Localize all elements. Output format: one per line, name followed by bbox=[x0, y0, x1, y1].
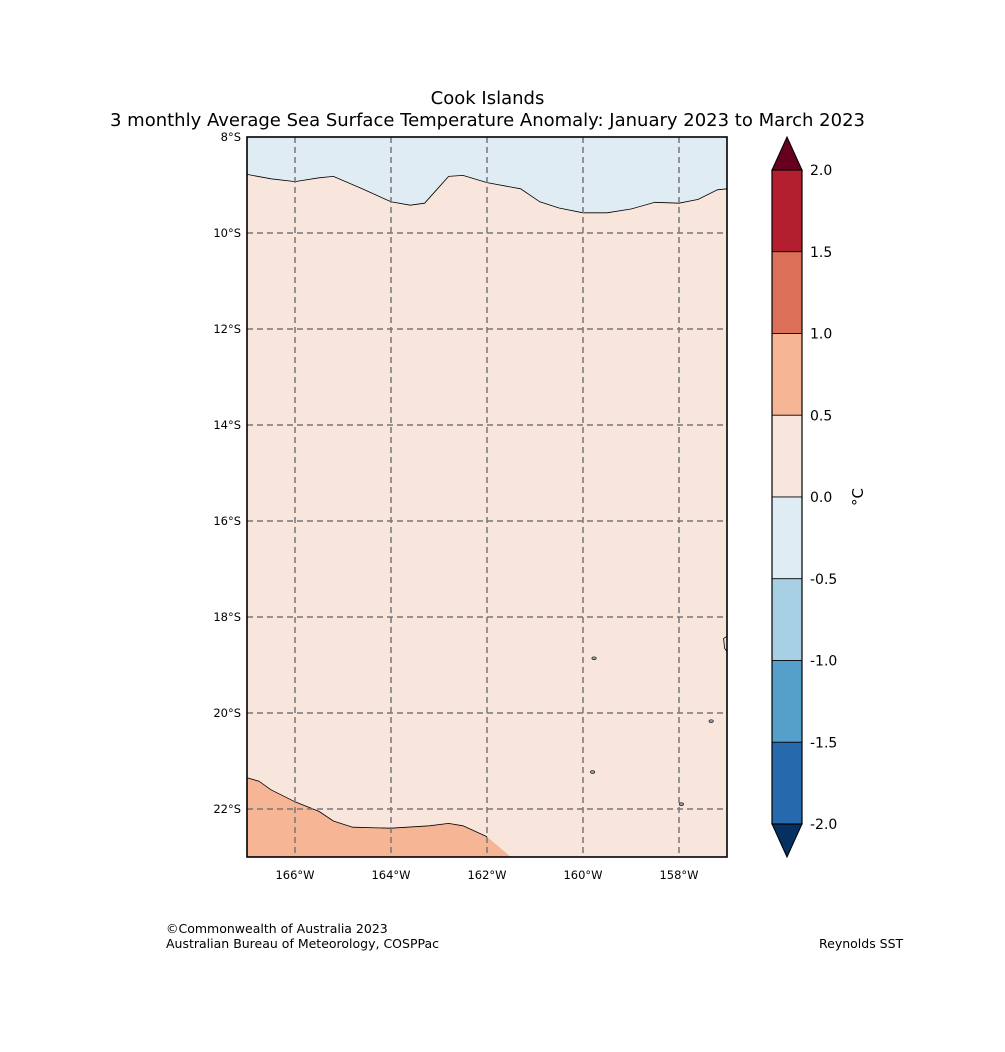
south-warm-region bbox=[247, 777, 511, 857]
colorbar-tick-label: 0.0 bbox=[810, 490, 832, 506]
island-4 bbox=[708, 719, 714, 723]
colorbar-tick-label: 2.0 bbox=[810, 163, 832, 179]
organization-text: Australian Bureau of Meteorology, COSPPa… bbox=[166, 936, 439, 951]
data-source-text: Reynolds SST bbox=[819, 936, 904, 951]
map-title: Cook Islands bbox=[430, 88, 545, 109]
island-2 bbox=[590, 770, 596, 774]
lat-tick-label: 16°S bbox=[213, 514, 241, 528]
colorbar-tick-label: 1.0 bbox=[810, 327, 832, 343]
map-subtitle: 3 monthly Average Sea Surface Temperatur… bbox=[109, 110, 865, 131]
colorbar-tick-label: 0.5 bbox=[810, 408, 832, 424]
colorbar-segment bbox=[771, 660, 803, 743]
lat-tick-label: 14°S bbox=[213, 418, 241, 432]
colorbar-tick-label: 1.5 bbox=[810, 245, 832, 261]
lon-tick-label: 158°W bbox=[659, 868, 698, 882]
edge-island bbox=[723, 635, 728, 652]
map-frame bbox=[246, 136, 728, 858]
colorbar-segment bbox=[771, 333, 803, 416]
island-1 bbox=[591, 656, 597, 660]
colorbar-tick-label: -2.0 bbox=[810, 817, 837, 833]
colorbar-segment bbox=[771, 169, 803, 253]
colorbar-tick-label: -1.5 bbox=[810, 735, 837, 751]
lat-tick-label: 12°S bbox=[213, 322, 241, 336]
colorbar-tick-label: -1.0 bbox=[810, 654, 837, 670]
colorbar-tick-label: -0.5 bbox=[810, 572, 837, 588]
colorbar-segment bbox=[771, 414, 803, 498]
lat-tick-label: 22°S bbox=[213, 802, 241, 816]
colorbar-extend-high bbox=[771, 135, 803, 171]
lon-tick-label: 164°W bbox=[371, 868, 410, 882]
colorbar-segment bbox=[771, 741, 803, 825]
colorbar-segment bbox=[771, 578, 803, 661]
lat-tick-label: 20°S bbox=[213, 706, 241, 720]
lat-tick-label: 8°S bbox=[221, 130, 241, 144]
lat-tick-label: 18°S bbox=[213, 610, 241, 624]
lat-tick-label: 10°S bbox=[213, 226, 241, 240]
south-warm-region-contour bbox=[246, 777, 488, 838]
colorbar-extend-low bbox=[771, 823, 803, 859]
lon-tick-label: 162°W bbox=[467, 868, 506, 882]
lon-tick-label: 160°W bbox=[563, 868, 602, 882]
colorbar-segment bbox=[771, 251, 803, 334]
colorbar-segment bbox=[771, 496, 803, 580]
island-3 bbox=[678, 802, 684, 806]
lon-tick-label: 166°W bbox=[275, 868, 314, 882]
north-cool-region-contour bbox=[246, 174, 728, 214]
colorbar-frame bbox=[771, 169, 803, 825]
colorbar-unit-label: °C bbox=[849, 488, 867, 506]
copyright-text: ©Commonwealth of Australia 2023 bbox=[166, 921, 388, 936]
north-cool-region bbox=[247, 137, 727, 213]
